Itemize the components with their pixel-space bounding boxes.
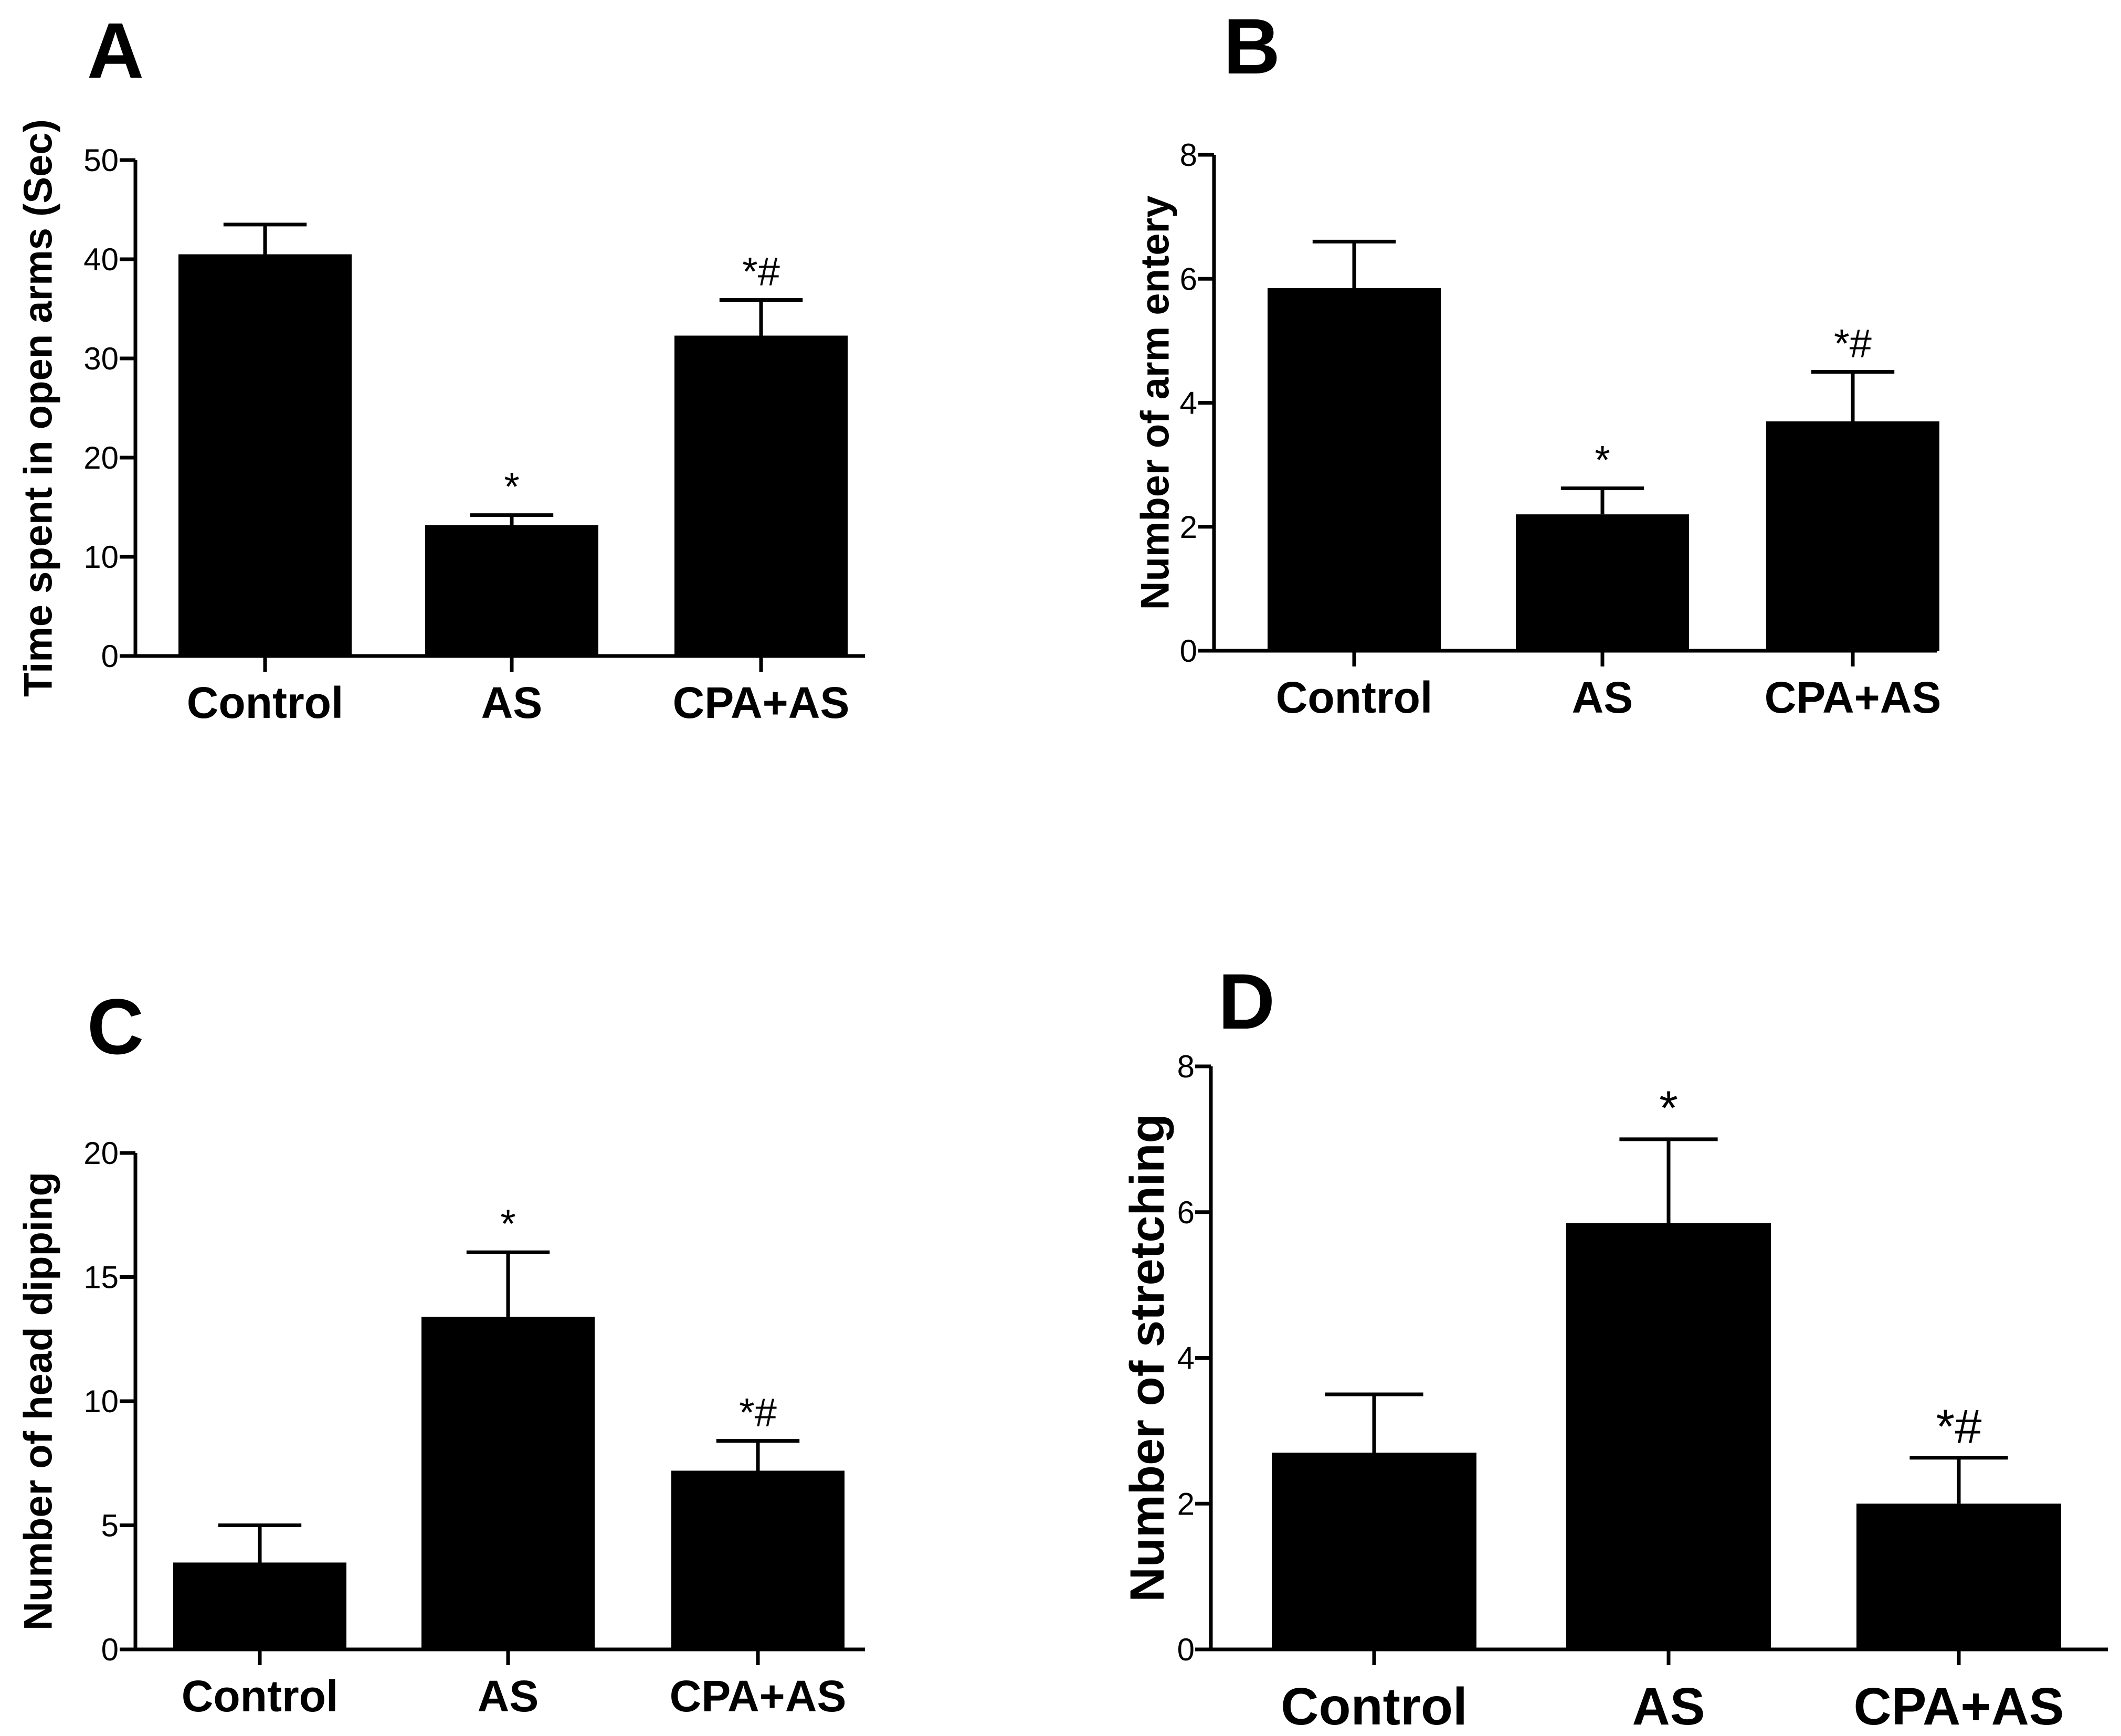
y-tick-label: 0 (101, 639, 119, 674)
bar-control (1268, 288, 1441, 651)
panel-label: B (1223, 2, 1280, 90)
y-tick-label: 0 (101, 1632, 119, 1667)
significance-label: * (1595, 438, 1610, 483)
bar-cpa-as (1766, 421, 1939, 651)
bar-control (173, 1562, 346, 1649)
bar-cpa-as (1856, 1504, 2061, 1649)
bar-cpa-as (674, 335, 848, 656)
y-tick-label: 6 (1180, 261, 1197, 297)
bar-as (425, 525, 598, 656)
significance-label: *# (1936, 1400, 1982, 1454)
y-axis-label: Time spent in open arms (Sec) (16, 119, 61, 697)
y-tick-label: 2 (1180, 510, 1197, 545)
y-tick-label: 2 (1177, 1486, 1195, 1521)
significance-label: * (500, 1202, 516, 1246)
bar-control (178, 254, 352, 656)
y-tick-label: 10 (83, 539, 119, 575)
y-tick-label: 15 (83, 1260, 119, 1295)
y-tick-label: 50 (83, 143, 119, 178)
bar-control (1272, 1453, 1476, 1649)
y-axis-label: Number of head dipping (16, 1172, 61, 1631)
y-axis-label: Number of stretching (1121, 1114, 1174, 1602)
x-tick-label: AS (1632, 1677, 1705, 1736)
y-tick-label: 0 (1180, 633, 1197, 669)
chart-panel-c: C Number of head dipping Control * AS *# CPA+A… (16, 982, 865, 1721)
y-tick-label: 20 (83, 1136, 119, 1171)
y-tick-label: 8 (1180, 137, 1197, 173)
panel-label: A (87, 6, 144, 94)
x-tick-label: CPA+AS (1853, 1677, 2064, 1736)
y-tick-label: 4 (1180, 386, 1197, 421)
chart-panel-b: B Number of arm entery Control * AS *# CPA+AS 0… (1133, 2, 1941, 722)
y-tick-label: 8 (1177, 1049, 1195, 1084)
significance-label: *# (1834, 321, 1872, 366)
y-tick-label: 6 (1177, 1195, 1195, 1230)
x-tick-label: Control (182, 1671, 339, 1721)
significance-label: * (1659, 1082, 1678, 1135)
significance-label: * (504, 465, 520, 510)
y-tick-label: 5 (101, 1508, 119, 1543)
chart-panel-d: D Number of stretching Control * AS *# CPA+AS 0… (1121, 957, 2108, 1736)
panel-label: D (1218, 957, 1275, 1045)
y-tick-label: 30 (83, 341, 119, 376)
x-tick-label: Control (1281, 1677, 1467, 1736)
y-tick-label: 4 (1177, 1341, 1195, 1376)
bar-as (1566, 1223, 1771, 1649)
x-tick-label: CPA+AS (670, 1671, 847, 1721)
x-tick-label: AS (478, 1671, 539, 1721)
significance-label: *# (739, 1391, 777, 1435)
y-tick-label: 0 (1177, 1632, 1195, 1667)
y-tick-label: 10 (83, 1384, 119, 1419)
x-tick-label: Control (187, 678, 344, 727)
y-tick-label: 20 (83, 440, 119, 475)
x-tick-label: AS (1572, 673, 1633, 722)
x-tick-label: AS (481, 678, 543, 727)
bar-as (1516, 514, 1689, 651)
x-tick-label: CPA+AS (673, 678, 850, 727)
y-axis-label: Number of arm entery (1133, 196, 1178, 610)
bar-cpa-as (671, 1470, 845, 1649)
panel-label: C (87, 982, 144, 1071)
x-tick-label: Control (1276, 673, 1433, 722)
significance-label: *# (742, 249, 780, 294)
x-tick-label: CPA+AS (1765, 673, 1941, 722)
y-tick-label: 40 (83, 242, 119, 277)
bar-as (421, 1317, 595, 1649)
chart-panel-a: A Time spent in open arms (Sec) Control * AS… (16, 6, 865, 727)
